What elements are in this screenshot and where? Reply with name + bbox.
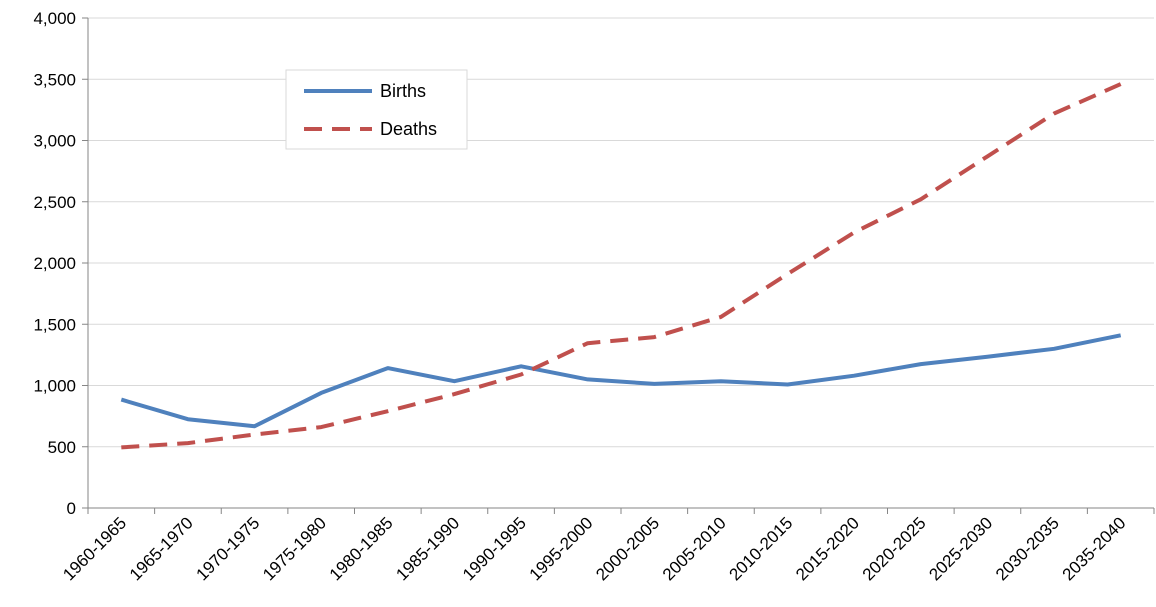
gridlines bbox=[88, 17, 1154, 448]
x-tick-label: 1995-2000 bbox=[526, 513, 597, 584]
x-tick-label: 1990-1995 bbox=[459, 513, 530, 584]
y-tick-label: 2,500 bbox=[33, 193, 76, 212]
x-tick-label: 1985-1990 bbox=[392, 513, 463, 584]
y-tick-label: 3,000 bbox=[33, 132, 76, 151]
x-tick-label: 1970-1975 bbox=[192, 513, 263, 584]
x-tick-label: 1965-1970 bbox=[126, 513, 197, 584]
x-tick-label: 1980-1985 bbox=[326, 513, 397, 584]
legend-label-births: Births bbox=[380, 81, 426, 101]
x-tick-label: 2030-2035 bbox=[992, 513, 1063, 584]
y-tick-label: 500 bbox=[48, 438, 76, 457]
x-axis-ticks: 1960-19651965-19701970-19751975-19801980… bbox=[59, 508, 1155, 584]
x-tick-label: 2000-2005 bbox=[592, 513, 663, 584]
y-tick-label: 1,000 bbox=[33, 377, 76, 396]
y-tick-label: 3,500 bbox=[33, 70, 76, 89]
y-tick-label: 0 bbox=[67, 499, 76, 518]
legend-box bbox=[285, 69, 468, 150]
x-tick-label: 2010-2015 bbox=[725, 513, 796, 584]
x-tick-label: 2005-2010 bbox=[659, 513, 730, 584]
x-tick-label: 2025-2030 bbox=[925, 513, 996, 584]
legend-label-deaths: Deaths bbox=[380, 119, 437, 139]
x-tick-label: 2015-2020 bbox=[792, 513, 863, 584]
series-line-deaths bbox=[121, 82, 1122, 450]
y-tick-label: 1,500 bbox=[33, 315, 76, 334]
series-lines bbox=[120, 82, 1122, 450]
y-tick-label: 4,000 bbox=[33, 9, 76, 28]
x-tick-label: 1975-1980 bbox=[259, 513, 330, 584]
y-axis-ticks: 0 500 1,000 1,500 2,000 2,500 3,000 3,500 4,000 bbox=[33, 9, 88, 518]
series-line-births bbox=[120, 333, 1122, 429]
x-tick-label: 2020-2025 bbox=[859, 513, 930, 584]
x-tick-label: 1960-1965 bbox=[59, 513, 130, 584]
legend: Births Deaths bbox=[285, 69, 468, 150]
x-tick-label: 2035-2040 bbox=[1059, 513, 1130, 584]
y-tick-label: 2,000 bbox=[33, 254, 76, 273]
